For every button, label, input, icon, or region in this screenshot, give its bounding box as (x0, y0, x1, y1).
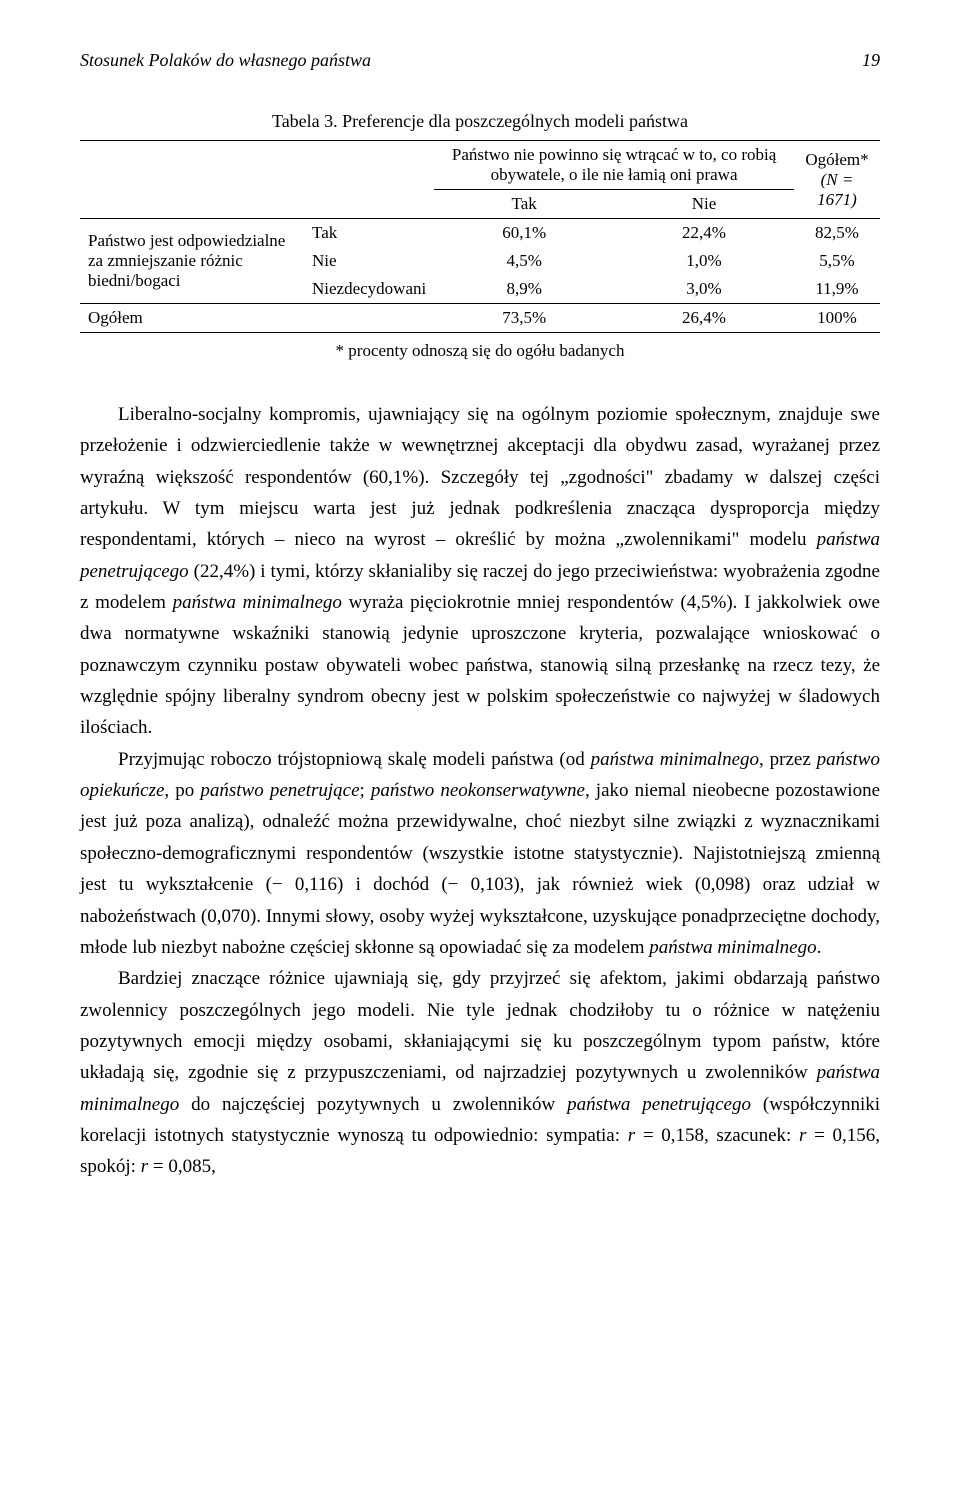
paragraph-2: Przyjmując roboczo trójstopniową skalę m… (80, 744, 880, 963)
table-cell: 1,0% (614, 247, 794, 275)
table-cell: 26,4% (614, 304, 794, 333)
preferences-table: Państwo nie powinno się wtrącać w to, co… (80, 140, 880, 333)
table-cell: 73,5% (434, 304, 614, 333)
table-cell: 82,5% (794, 219, 880, 248)
table-cell: 8,9% (434, 275, 614, 304)
row-group-label: Państwo jest odpowiedzialne za zmniejsza… (80, 219, 304, 304)
page-header: Stosunek Polaków do własnego państwa 19 (80, 50, 880, 71)
table-footnote: * procenty odnoszą się do ogółu badanych (80, 341, 880, 361)
col-nie: Nie (614, 190, 794, 219)
col-total-header: Ogółem* (N = 1671) (794, 141, 880, 219)
table-cell: 100% (794, 304, 880, 333)
table-row-label: Tak (304, 219, 434, 248)
col-group-header: Państwo nie powinno się wtrącać w to, co… (434, 141, 794, 190)
table-cell: 4,5% (434, 247, 614, 275)
table-row-label: Nie (304, 247, 434, 275)
paragraph-1: Liberalno-socjalny kompromis, ujawniając… (80, 399, 880, 744)
paragraph-3: Bardziej znaczące różnice ujawniają się,… (80, 963, 880, 1182)
table-cell: 3,0% (614, 275, 794, 304)
table-row-label: Niezdecydowani (304, 275, 434, 304)
table-cell: 22,4% (614, 219, 794, 248)
table-caption: Tabela 3. Preferencje dla poszczególnych… (80, 111, 880, 132)
page-number: 19 (862, 50, 880, 71)
table-cell: 11,9% (794, 275, 880, 304)
table-cell: 5,5% (794, 247, 880, 275)
running-title: Stosunek Polaków do własnego państwa (80, 50, 371, 71)
table-cell: 60,1% (434, 219, 614, 248)
total-row-label: Ogółem (80, 304, 304, 333)
col-tak: Tak (434, 190, 614, 219)
